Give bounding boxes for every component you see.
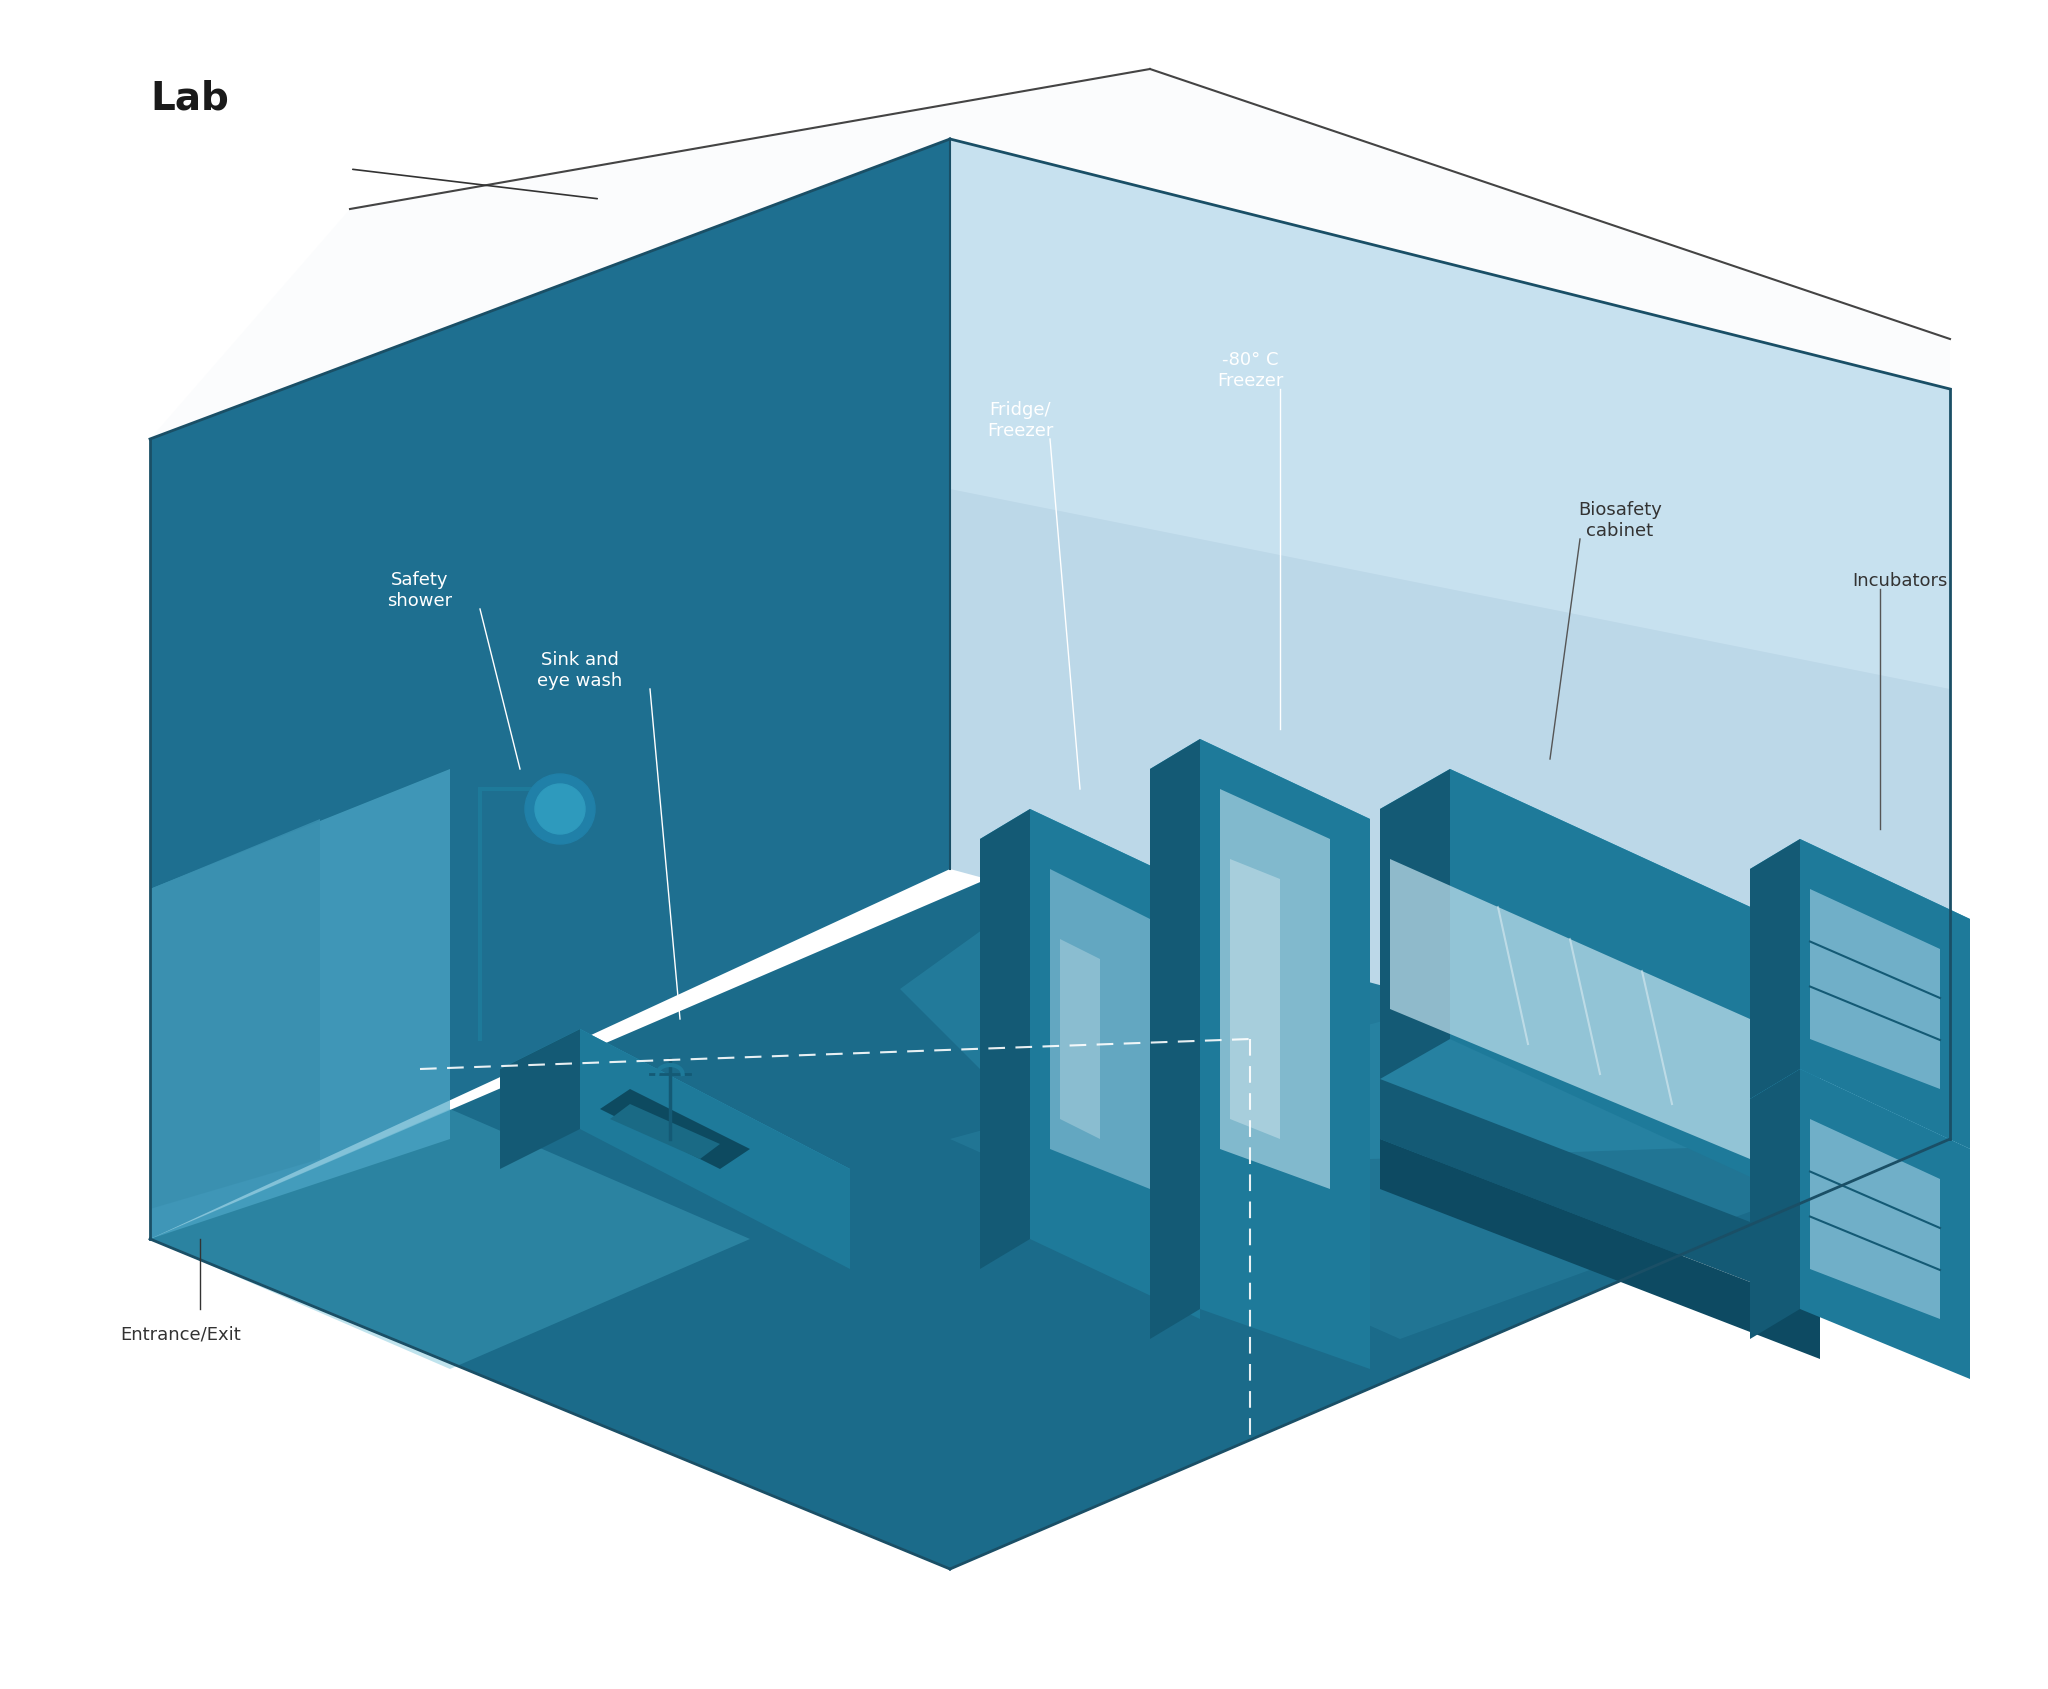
Text: Sink and
eye wash: Sink and eye wash bbox=[537, 650, 623, 689]
Polygon shape bbox=[150, 819, 319, 1209]
Polygon shape bbox=[1221, 789, 1329, 1189]
Text: Fridge/
Freezer: Fridge/ Freezer bbox=[987, 400, 1053, 439]
Polygon shape bbox=[580, 1029, 850, 1268]
Polygon shape bbox=[899, 809, 1950, 1169]
Polygon shape bbox=[1380, 770, 1450, 1079]
Polygon shape bbox=[150, 770, 451, 1240]
Polygon shape bbox=[150, 809, 1950, 1569]
Polygon shape bbox=[1151, 740, 1200, 1339]
Polygon shape bbox=[500, 1029, 580, 1169]
Text: Safety
shower: Safety shower bbox=[387, 571, 453, 610]
Polygon shape bbox=[150, 1110, 750, 1370]
Polygon shape bbox=[950, 140, 1950, 1140]
Polygon shape bbox=[1749, 839, 1800, 1100]
Text: Lab: Lab bbox=[150, 79, 229, 118]
Polygon shape bbox=[610, 1105, 721, 1159]
Polygon shape bbox=[1380, 770, 1821, 980]
Text: Incubators: Incubators bbox=[1851, 571, 1948, 589]
Polygon shape bbox=[1800, 1069, 1970, 1380]
Polygon shape bbox=[1800, 839, 1970, 1149]
Polygon shape bbox=[1749, 839, 1970, 949]
Polygon shape bbox=[1030, 809, 1200, 1319]
Polygon shape bbox=[1749, 1069, 1800, 1339]
Polygon shape bbox=[1151, 740, 1370, 850]
Polygon shape bbox=[600, 1089, 750, 1169]
Circle shape bbox=[535, 784, 586, 834]
Polygon shape bbox=[1061, 939, 1100, 1140]
Polygon shape bbox=[150, 69, 1950, 439]
Text: Entrance/Exit: Entrance/Exit bbox=[121, 1326, 242, 1343]
Polygon shape bbox=[1231, 860, 1280, 1140]
Polygon shape bbox=[1810, 890, 1939, 1089]
Circle shape bbox=[524, 775, 596, 844]
Polygon shape bbox=[1391, 860, 1749, 1159]
Polygon shape bbox=[950, 140, 1950, 689]
Text: -80° C
Freezer: -80° C Freezer bbox=[1217, 351, 1284, 390]
Polygon shape bbox=[1450, 770, 1821, 1209]
Polygon shape bbox=[1380, 1140, 1821, 1360]
Polygon shape bbox=[1749, 1069, 1970, 1179]
Polygon shape bbox=[500, 1029, 850, 1209]
Polygon shape bbox=[981, 809, 1200, 919]
Polygon shape bbox=[1200, 740, 1370, 1370]
Polygon shape bbox=[150, 140, 950, 1240]
Polygon shape bbox=[950, 990, 1950, 1339]
Polygon shape bbox=[1380, 1079, 1821, 1309]
Text: Biosafety
cabinet: Biosafety cabinet bbox=[1579, 502, 1661, 540]
Polygon shape bbox=[1810, 1120, 1939, 1319]
Polygon shape bbox=[1051, 870, 1151, 1189]
Polygon shape bbox=[981, 809, 1030, 1268]
